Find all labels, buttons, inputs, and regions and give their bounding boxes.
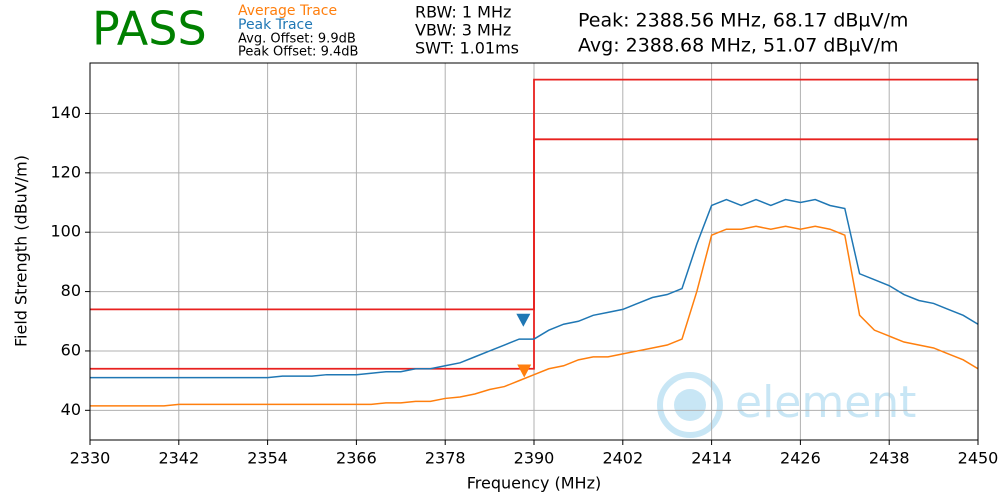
readout: Peak: 2388.56 MHz, 68.17 dBµV/m [578, 10, 908, 32]
marker [516, 313, 531, 327]
x-tick-label: 2378 [425, 449, 466, 468]
setting: SWT: 1.01ms [415, 39, 519, 58]
y-axis-label: Field Strength (dBuV/m) [12, 155, 31, 347]
y-tick-label: 140 [50, 103, 81, 122]
setting: VBW: 3 MHz [415, 21, 511, 40]
x-tick-label: 2402 [602, 449, 643, 468]
watermark-logo [657, 372, 723, 438]
status: PASS [92, 2, 207, 56]
x-tick-label: 2438 [869, 449, 910, 468]
offset-note: Avg. Offset: 9.9dB [238, 32, 356, 47]
x-axis-label: Frequency (MHz) [467, 474, 601, 493]
marker [517, 364, 532, 378]
x-tick-label: 2390 [514, 449, 555, 468]
y-tick-label: 60 [61, 340, 81, 359]
legend-entry: Peak Trace [238, 17, 313, 33]
x-tick-label: 2342 [158, 449, 199, 468]
limit-line [90, 138, 978, 370]
offset-note: Peak Offset: 9.4dB [238, 45, 358, 60]
trace [90, 225, 978, 407]
trace [90, 198, 978, 379]
watermark: element [735, 377, 916, 428]
plot-frame [89, 62, 979, 441]
readout: Avg: 2388.68 MHz, 51.07 dBµV/m [578, 35, 899, 57]
legend-entry: Average Trace [238, 3, 337, 19]
y-tick-label: 120 [50, 162, 81, 181]
x-tick-label: 2414 [691, 449, 732, 468]
x-tick-label: 2354 [247, 449, 288, 468]
x-tick-label: 2330 [70, 449, 111, 468]
setting: RBW: 1 MHz [415, 3, 511, 22]
y-tick-label: 100 [50, 222, 81, 241]
y-tick-label: 80 [61, 281, 81, 300]
x-tick-label: 2366 [336, 449, 377, 468]
y-tick-label: 40 [61, 400, 81, 419]
x-tick-label: 2426 [780, 449, 821, 468]
x-tick-label: 2450 [958, 449, 999, 468]
